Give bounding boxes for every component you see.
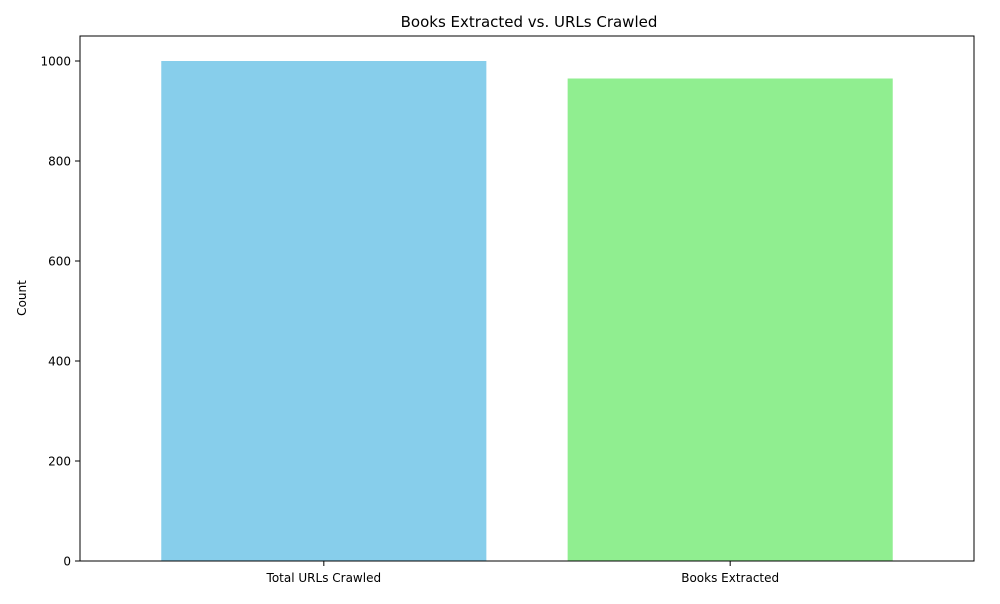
- x-axis-ticks: Total URLs Crawled Books Extracted: [266, 561, 779, 585]
- y-axis-label: Count: [15, 280, 29, 316]
- y-tick-label: 400: [48, 355, 71, 369]
- plot-area-frame: [79, 35, 975, 562]
- x-tick-label: Books Extracted: [681, 571, 779, 585]
- bars-group: [161, 61, 893, 561]
- y-tick-label: 0: [63, 555, 71, 569]
- bar-total-urls-crawled: [161, 61, 487, 561]
- bar-books-extracted: [567, 78, 893, 561]
- y-tick-label: 1000: [40, 55, 71, 69]
- chart-title: Books Extracted vs. URLs Crawled: [401, 13, 658, 31]
- y-tick-label: 200: [48, 455, 71, 469]
- x-tick-label: Total URLs Crawled: [266, 571, 382, 585]
- y-tick-label: 600: [48, 255, 71, 269]
- y-tick-label: 800: [48, 155, 71, 169]
- y-axis-ticks: 0 200 400 600 800 1000: [40, 55, 80, 569]
